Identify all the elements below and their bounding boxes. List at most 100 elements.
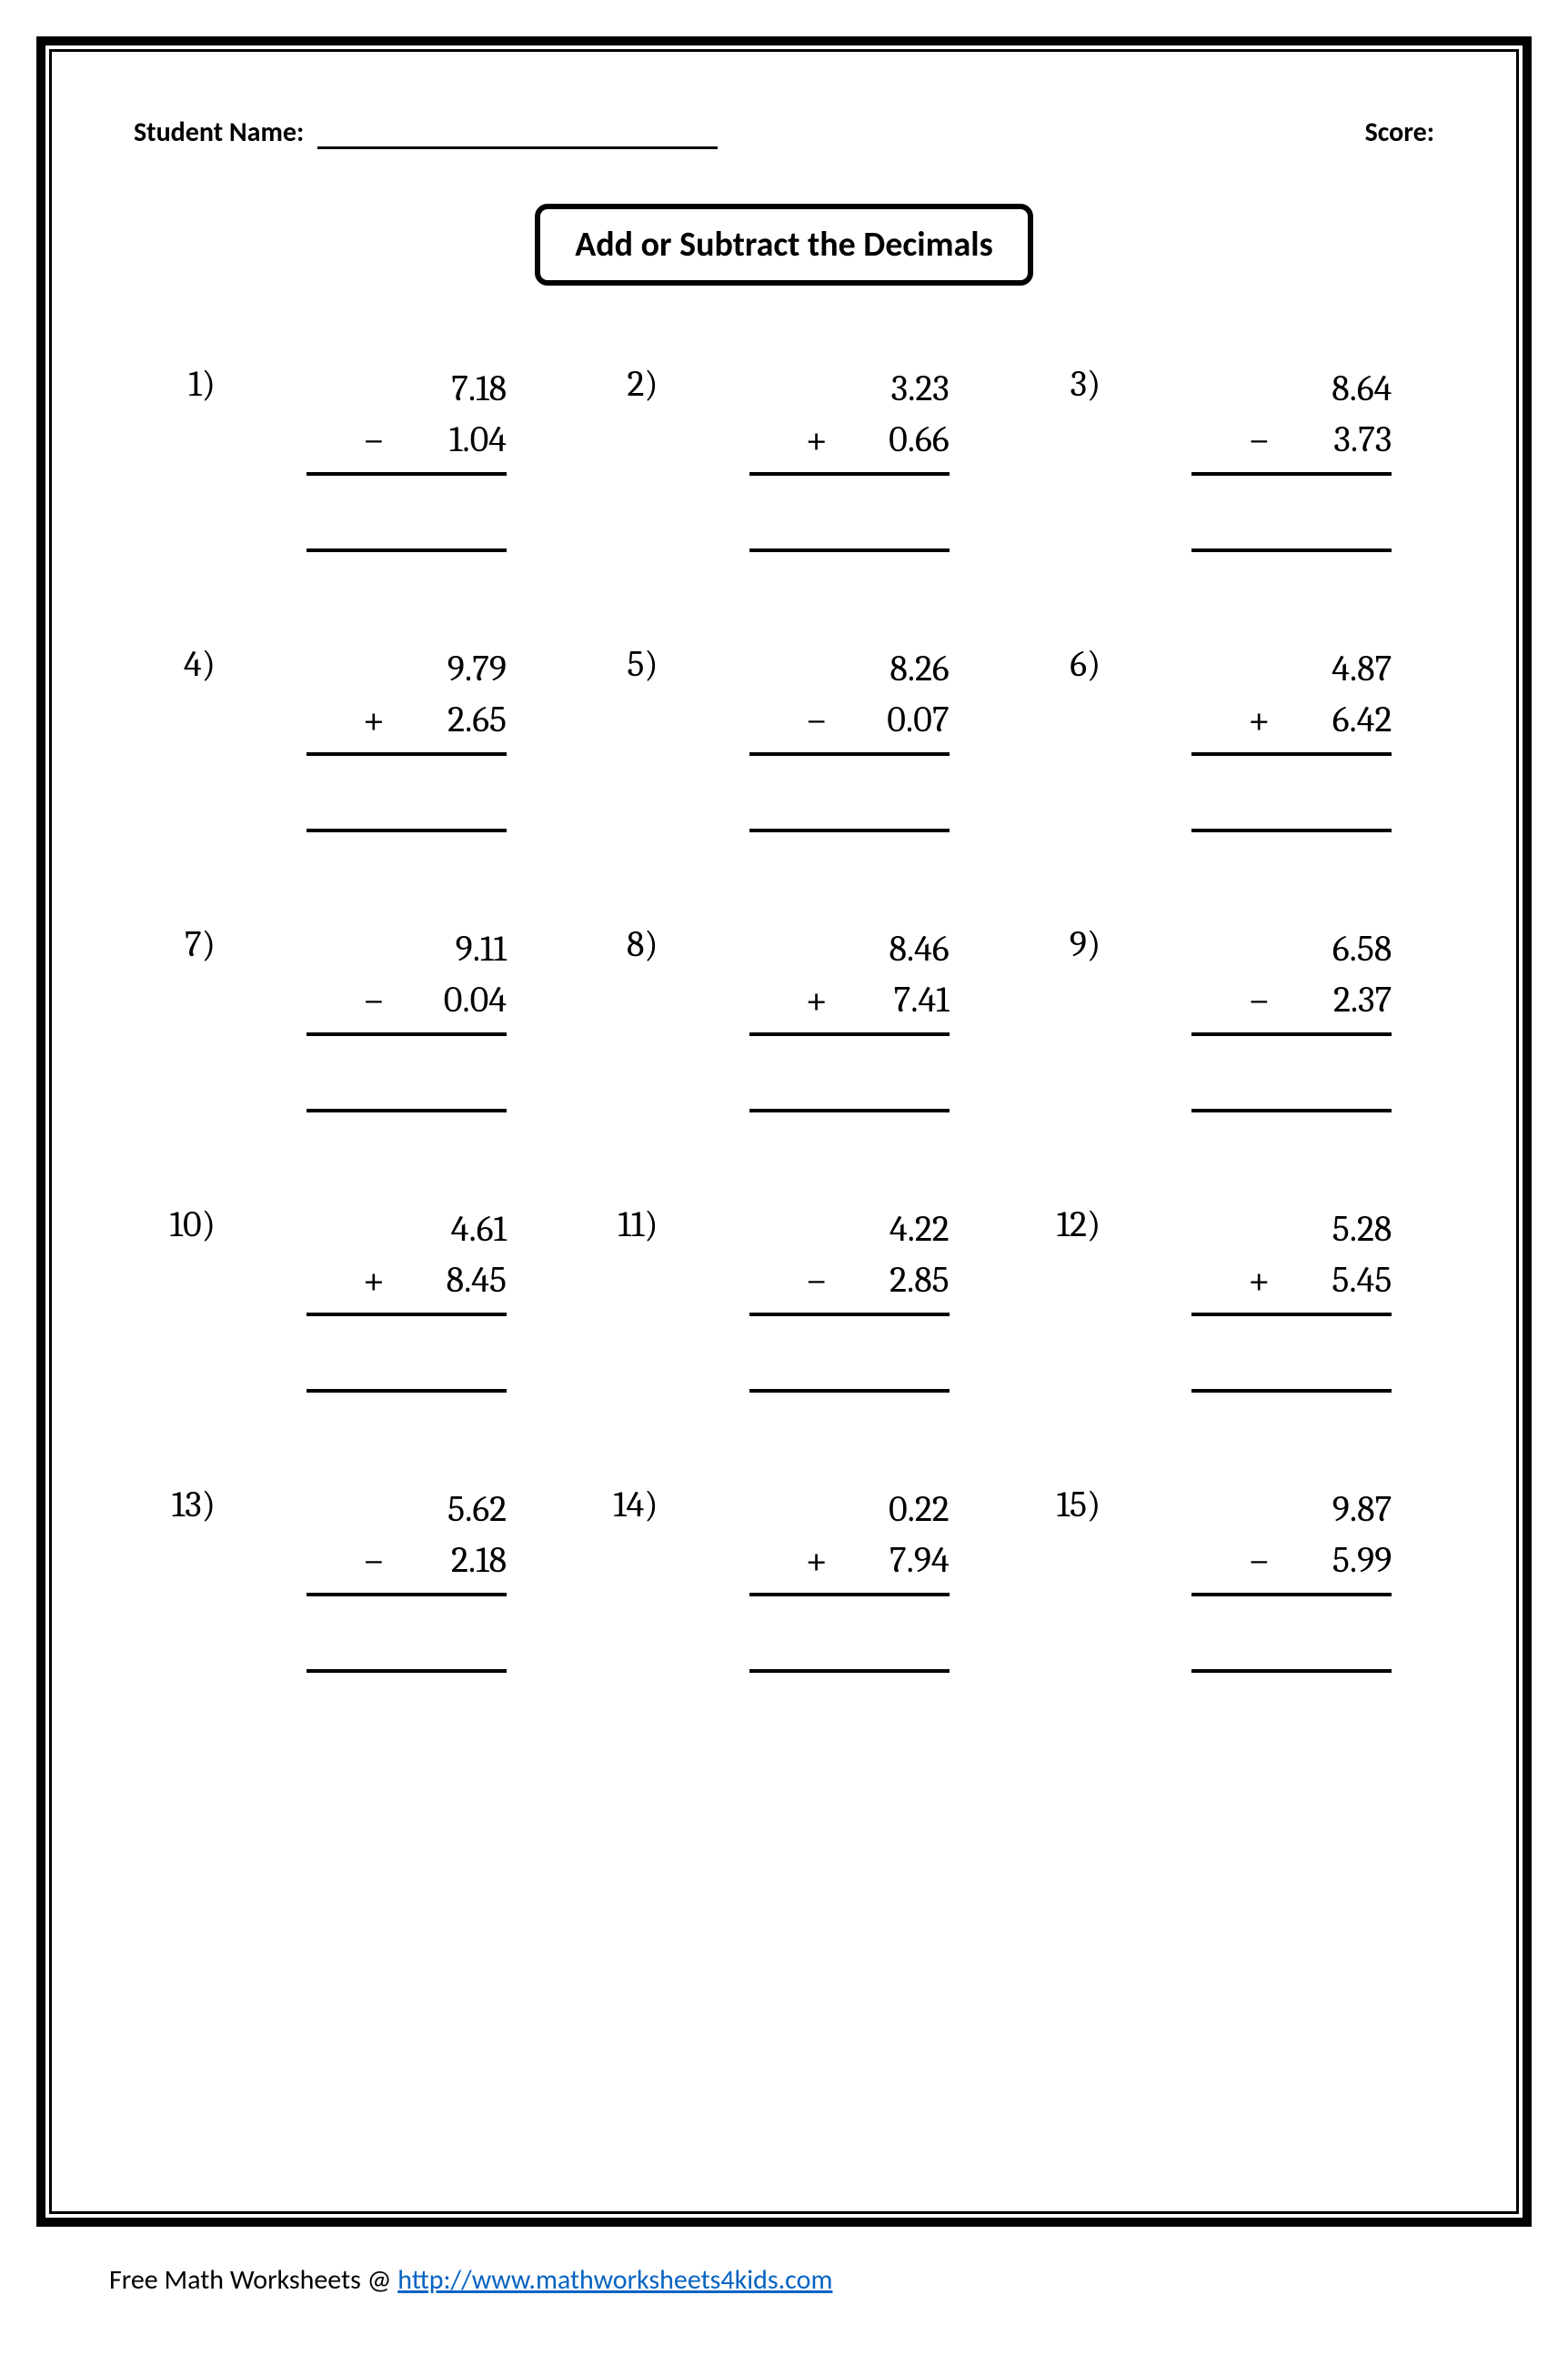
operator: + — [1241, 1257, 1277, 1303]
operand-top: 8.26 — [840, 648, 950, 689]
operand-bottom: 0.07 — [840, 699, 950, 740]
operand-bottom-row: + 6.42 — [1146, 694, 1392, 745]
operand-bottom: 2.37 — [1282, 979, 1392, 1021]
footer-text-prefix: Free Math Worksheets @ — [109, 2263, 397, 2297]
operator: + — [1241, 697, 1277, 743]
operand-top: 9.79 — [397, 648, 507, 689]
operand-bottom-row: + 0.66 — [704, 414, 950, 465]
problem-body: 0.22 + 7.94 — [704, 1484, 950, 1673]
problem-number: 15) — [1028, 1484, 1110, 1525]
outer-frame: Student Name: Score: Add or Subtract the… — [36, 36, 1532, 2227]
footer-link[interactable]: http://www.mathworksheets4kids.com — [397, 2263, 832, 2297]
problem: 7) 9.11 − 0.04 — [143, 923, 540, 1112]
problem-rule — [749, 752, 950, 756]
operand-top-row: 6.58 — [1146, 923, 1392, 974]
operand-top-row: 4.61 — [261, 1203, 507, 1254]
problem-body: 4.22 − 2.85 — [704, 1203, 950, 1393]
operand-bottom-row: + 7.94 — [704, 1535, 950, 1585]
operator: − — [799, 1257, 835, 1303]
operator: − — [799, 697, 835, 743]
answer-rule — [1191, 829, 1392, 832]
operator: + — [356, 697, 392, 743]
answer-rule — [749, 548, 950, 552]
problem-rule — [749, 1593, 950, 1596]
operator: − — [1241, 977, 1277, 1023]
problem-rule — [307, 472, 507, 476]
operand-top-row: 7.18 — [261, 363, 507, 414]
inner-frame: Student Name: Score: Add or Subtract the… — [49, 49, 1519, 2214]
operand-bottom: 5.45 — [1282, 1259, 1392, 1301]
operand-top-row: 5.28 — [1146, 1203, 1392, 1254]
student-name-label: Student Name: — [134, 116, 304, 149]
operand-bottom: 7.41 — [840, 979, 950, 1021]
problem-number: 11) — [586, 1203, 668, 1245]
operand-bottom: 5.99 — [1282, 1539, 1392, 1581]
operand-top: 4.22 — [840, 1208, 950, 1250]
answer-rule — [749, 1389, 950, 1393]
worksheet-title: Add or Subtract the Decimals — [535, 204, 1033, 286]
problem-body: 8.26 − 0.07 — [704, 643, 950, 832]
problem-rule — [1191, 472, 1392, 476]
operand-top-row: 9.11 — [261, 923, 507, 974]
operand-bottom-row: − 0.04 — [261, 974, 507, 1025]
operand-bottom-row: − 2.37 — [1146, 974, 1392, 1025]
problem-rule — [1191, 1032, 1392, 1036]
operand-top-row: 3.23 — [704, 363, 950, 414]
operator: + — [799, 977, 835, 1023]
problem: 2) 3.23 + 0.66 — [586, 363, 983, 552]
problem-body: 3.23 + 0.66 — [704, 363, 950, 552]
problem-number: 9) — [1028, 923, 1110, 965]
operand-bottom: 0.66 — [840, 418, 950, 460]
problem: 10) 4.61 + 8.45 — [143, 1203, 540, 1393]
operand-top-row: 8.26 — [704, 643, 950, 694]
operand-bottom-row: − 0.07 — [704, 694, 950, 745]
operand-bottom: 7.94 — [840, 1539, 950, 1581]
operand-top: 9.11 — [397, 928, 507, 970]
problem-body: 9.11 − 0.04 — [261, 923, 507, 1112]
answer-rule — [749, 829, 950, 832]
problem: 6) 4.87 + 6.42 — [1028, 643, 1425, 832]
problems-grid: 1) 7.18 − 1.04 2) 3.23 + 0.66 3) — [134, 363, 1434, 1673]
problem-number: 10) — [143, 1203, 225, 1245]
problem-number: 2) — [586, 363, 668, 405]
answer-rule — [307, 1389, 507, 1393]
operand-top: 5.62 — [397, 1488, 507, 1530]
operand-top: 8.64 — [1282, 367, 1392, 409]
operand-bottom-row: + 8.45 — [261, 1254, 507, 1305]
operand-bottom: 2.18 — [397, 1539, 507, 1581]
problem-body: 5.28 + 5.45 — [1146, 1203, 1392, 1393]
student-name-blank-line[interactable] — [317, 146, 718, 149]
problem-rule — [1191, 1593, 1392, 1596]
problem: 5) 8.26 − 0.07 — [586, 643, 983, 832]
answer-rule — [307, 548, 507, 552]
problem-rule — [749, 1313, 950, 1316]
operand-bottom: 2.85 — [840, 1259, 950, 1301]
operand-top-row: 5.62 — [261, 1484, 507, 1535]
problem-number: 3) — [1028, 363, 1110, 405]
problem-body: 8.46 + 7.41 — [704, 923, 950, 1112]
problem-rule — [307, 752, 507, 756]
operand-bottom: 2.65 — [397, 699, 507, 740]
operand-top: 6.58 — [1282, 928, 1392, 970]
operator: − — [356, 417, 392, 463]
answer-rule — [307, 1669, 507, 1673]
problem-body: 4.87 + 6.42 — [1146, 643, 1392, 832]
operand-top: 8.46 — [840, 928, 950, 970]
operand-bottom-row: − 1.04 — [261, 414, 507, 465]
operand-bottom-row: + 2.65 — [261, 694, 507, 745]
problem-rule — [749, 1032, 950, 1036]
problem: 13) 5.62 − 2.18 — [143, 1484, 540, 1673]
answer-rule — [1191, 548, 1392, 552]
operator: + — [799, 417, 835, 463]
problem-body: 5.62 − 2.18 — [261, 1484, 507, 1673]
problem-body: 4.61 + 8.45 — [261, 1203, 507, 1393]
problem-number: 6) — [1028, 643, 1110, 685]
problem-rule — [1191, 752, 1392, 756]
operand-top-row: 0.22 — [704, 1484, 950, 1535]
problem: 15) 9.87 − 5.99 — [1028, 1484, 1425, 1673]
operand-top-row: 9.87 — [1146, 1484, 1392, 1535]
operand-bottom-row: − 2.85 — [704, 1254, 950, 1305]
problem: 8) 8.46 + 7.41 — [586, 923, 983, 1112]
operand-bottom: 1.04 — [397, 418, 507, 460]
operator: − — [356, 977, 392, 1023]
